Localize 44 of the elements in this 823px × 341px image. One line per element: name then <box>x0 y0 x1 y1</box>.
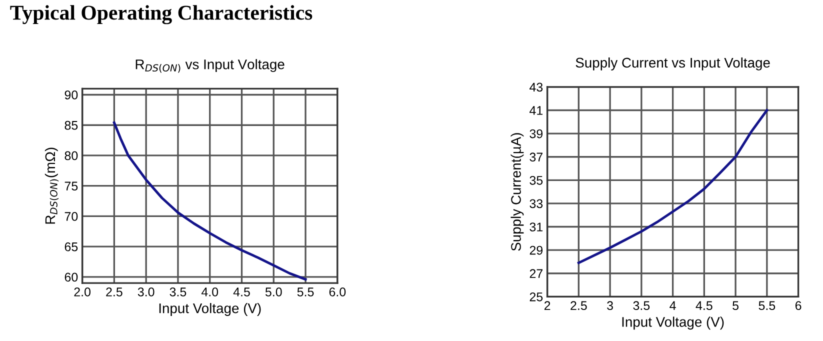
x-tick-label: 4.0 <box>201 288 218 296</box>
y-tick-label: 75 <box>64 182 78 190</box>
x-tick-label: 2.5 <box>570 301 587 310</box>
y-tick-label: 43 <box>530 82 543 92</box>
x-tick-label: 3.5 <box>633 301 650 310</box>
y-tick-label: 85 <box>64 120 78 130</box>
y-tick-label: 60 <box>64 272 78 282</box>
x-tick-label: 3 <box>607 301 613 310</box>
x-tick-label: 5.0 <box>265 288 282 296</box>
x-tick-label: 3.0 <box>138 288 154 296</box>
y-tick-label: 70 <box>64 212 78 221</box>
x-tick-label: 4.5 <box>233 288 250 296</box>
y-tick-label: 27 <box>530 269 542 278</box>
line-series <box>577 109 768 264</box>
x-tick-label: 6 <box>795 301 802 310</box>
x-tick-label: 5.5 <box>297 288 314 296</box>
x-tick-label: 5.5 <box>758 301 776 310</box>
y-axis-title: Supply Current(µA) <box>510 133 524 251</box>
y-tick-label: 39 <box>530 129 543 138</box>
x-tick-label: 6.0 <box>329 288 346 296</box>
y-tick-label: 37 <box>530 152 542 162</box>
x-axis-title: Input Voltage (V) <box>159 303 261 316</box>
y-tick-label: 90 <box>64 90 78 100</box>
x-axis-title: Input Voltage (V) <box>622 316 724 330</box>
x-tick-label: 4.5 <box>696 301 712 310</box>
y-tick-label: 33 <box>530 199 543 208</box>
y-tick-label: 80 <box>64 151 78 160</box>
line-series <box>112 121 307 281</box>
x-tick-label: 2.0 <box>74 288 90 296</box>
chart-title: Supply Current vs Input Voltage <box>576 57 770 70</box>
x-tick-label: 2.5 <box>106 288 122 296</box>
y-tick-label: 29 <box>530 246 543 255</box>
chart-title: R$_{DS(ON)}$ vs Input Voltage <box>136 59 284 73</box>
y-tick-label: 25 <box>530 292 543 302</box>
y-axis-title: R$_{DS(ON)}$(mΩ) <box>44 148 59 224</box>
text: Typical Operating Characteristics <box>10 5 312 24</box>
x-tick-label: 5 <box>732 301 739 310</box>
y-tick-label: 41 <box>530 106 543 115</box>
x-tick-label: 2 <box>544 301 550 310</box>
y-tick-label: 31 <box>530 222 543 232</box>
x-tick-label: 4 <box>670 301 676 310</box>
y-tick-label: 35 <box>530 176 543 185</box>
x-tick-label: 3.5 <box>170 288 186 296</box>
y-tick-label: 65 <box>64 242 78 252</box>
